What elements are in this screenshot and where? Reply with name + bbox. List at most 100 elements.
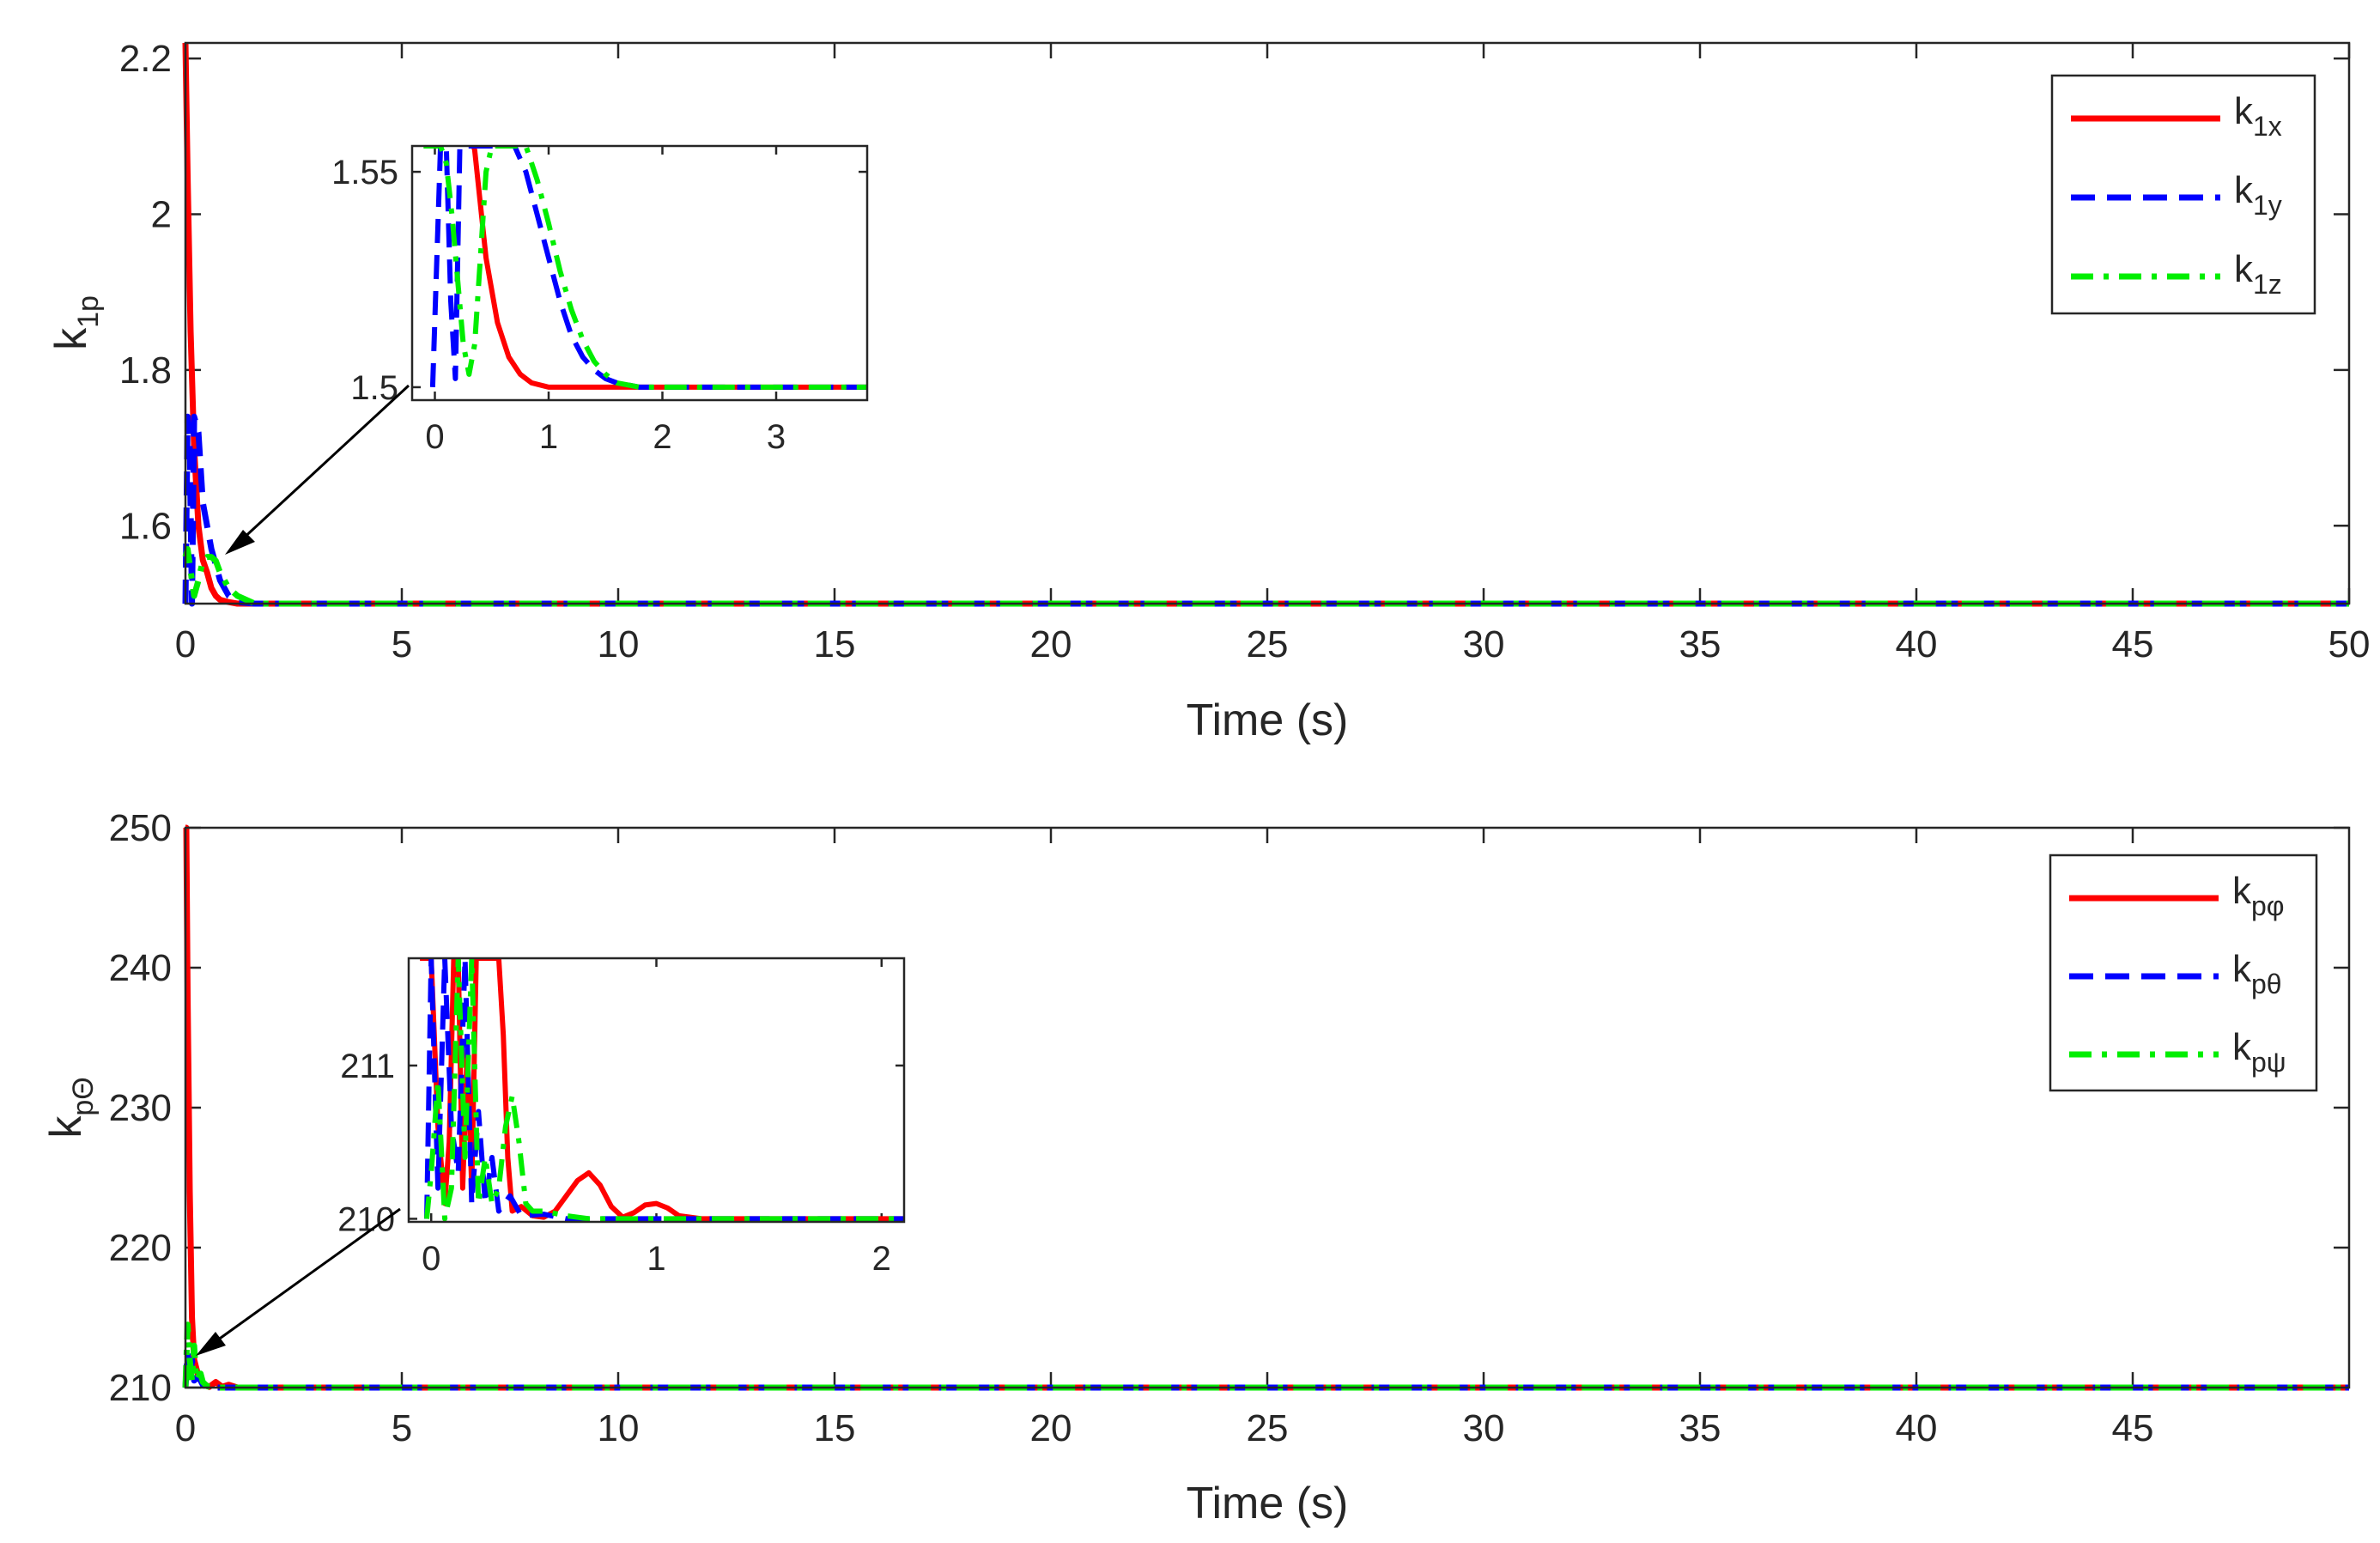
zoom-arrow-head bbox=[225, 530, 255, 555]
inset-x-tick-label: 1 bbox=[647, 1240, 665, 1278]
legend-item-k1z: k1z bbox=[2071, 248, 2282, 300]
inset-x-tick-label: 0 bbox=[425, 418, 444, 456]
legend-label: kpφ bbox=[2232, 870, 2285, 921]
x-tick-label: 45 bbox=[2112, 1407, 2154, 1449]
inset-series-line-k1x bbox=[466, 146, 867, 390]
legend-label: k1y bbox=[2234, 169, 2282, 221]
x-tick-label: 5 bbox=[392, 1407, 412, 1449]
legend-label-base: k bbox=[2234, 90, 2254, 132]
legend-item-kpθ: kpθ bbox=[2069, 948, 2282, 999]
inset-series-line-kpψ bbox=[424, 958, 904, 1222]
series-line-kpψ bbox=[182, 1321, 2349, 1391]
legend-label-sub: pφ bbox=[2251, 890, 2285, 921]
y-tick-label: 230 bbox=[109, 1087, 172, 1129]
chart-top: 0 5 10 15 20 25 30 35 40 45 501.61.822.2 Time (s) … bbox=[46, 38, 2370, 745]
x-tick-label: 0 bbox=[175, 623, 196, 665]
legend-label: kpθ bbox=[2232, 948, 2282, 999]
legend-label-base: k bbox=[2234, 169, 2254, 211]
x-axis-title: Time (s) bbox=[1187, 696, 1349, 745]
x-tick-label: 10 bbox=[598, 1407, 640, 1449]
x-axis-title: Time (s) bbox=[1187, 1479, 1349, 1528]
zoom-arrow bbox=[225, 384, 410, 555]
inset-x-tick-label: 1 bbox=[539, 418, 558, 456]
inset-x-tick-label: 3 bbox=[767, 418, 786, 456]
x-tick-label: 15 bbox=[814, 1407, 856, 1449]
inset-series-clip bbox=[420, 958, 904, 1222]
x-tick-label: 30 bbox=[1463, 1407, 1505, 1449]
y-tick-label: 1.8 bbox=[119, 349, 172, 392]
inset-series-clip bbox=[423, 146, 867, 390]
x-tick-label: 50 bbox=[2328, 623, 2371, 665]
inset-axes-box bbox=[407, 957, 906, 1224]
legend-label: k1x bbox=[2234, 90, 2282, 142]
inset-y-tick-label: 211 bbox=[340, 1048, 395, 1085]
inset-zoom: 0 1 2 31.51.55 bbox=[331, 144, 869, 456]
x-tick-label: 25 bbox=[1247, 623, 1289, 665]
x-tick-label: 30 bbox=[1463, 623, 1505, 665]
x-tick-label: 10 bbox=[598, 623, 640, 665]
inset-y-tick-label: 1.55 bbox=[331, 154, 398, 191]
y-axis-title: kpΘ bbox=[41, 1077, 100, 1138]
axis-ticks: 0 5 10 15 20 25 30 35 40 45 501.61.822.2 bbox=[119, 38, 2371, 665]
y-tick-label: 240 bbox=[109, 947, 172, 989]
y-tick-label: 220 bbox=[109, 1227, 172, 1269]
legend-item-k1y: k1y bbox=[2071, 169, 2282, 221]
legend-label: k1z bbox=[2234, 248, 2282, 300]
x-tick-label: 40 bbox=[1896, 1407, 1938, 1449]
legend-label-base: k bbox=[2232, 948, 2252, 990]
x-tick-label: 25 bbox=[1247, 1407, 1289, 1449]
legend-label-sub: 1z bbox=[2253, 269, 2282, 300]
inset-series-line-k1z bbox=[423, 146, 867, 390]
legend-label-sub: pθ bbox=[2251, 969, 2282, 999]
y-axis-title: k1p bbox=[46, 295, 105, 350]
legend-item-kpφ: kpφ bbox=[2069, 870, 2285, 921]
y-axis-title-sub: 1p bbox=[72, 295, 105, 328]
legend-label-base: k bbox=[2232, 1026, 2252, 1068]
inset-x-tick-label: 2 bbox=[653, 418, 671, 456]
inset-axes-box bbox=[410, 144, 869, 402]
y-axis-title-base: k bbox=[46, 327, 96, 350]
inset-x-tick-label: 0 bbox=[422, 1240, 440, 1278]
legend-label-sub: pψ bbox=[2251, 1047, 2286, 1078]
y-axis-title-base: k bbox=[41, 1115, 91, 1139]
legend-label-base: k bbox=[2232, 870, 2252, 912]
legend-item-kpψ: kpψ bbox=[2069, 1026, 2286, 1078]
inset-series-group bbox=[420, 958, 904, 1222]
y-tick-label: 2.2 bbox=[119, 38, 172, 80]
y-axis-title-sub: pΘ bbox=[67, 1077, 100, 1115]
y-tick-label: 1.6 bbox=[119, 505, 172, 547]
x-tick-label: 15 bbox=[814, 623, 856, 665]
legend-label-base: k bbox=[2234, 248, 2254, 290]
inset-series-line-kpφ bbox=[420, 958, 904, 1222]
x-tick-label: 35 bbox=[1679, 1407, 1721, 1449]
x-tick-label: 40 bbox=[1896, 623, 1938, 665]
legend-item-k1x: k1x bbox=[2071, 90, 2282, 142]
inset-series-line-kpθ bbox=[424, 958, 904, 1222]
inset-series-line-k1y bbox=[429, 146, 867, 390]
zoom-arrow-line bbox=[239, 384, 410, 543]
inset-series-group bbox=[423, 146, 867, 390]
zoom-arrow bbox=[196, 1207, 401, 1356]
legend-label-sub: 1y bbox=[2253, 190, 2282, 221]
x-tick-label: 20 bbox=[1030, 1407, 1072, 1449]
inset-axis-ticks: 0 1 2 31.51.55 bbox=[331, 146, 867, 456]
x-tick-label: 5 bbox=[392, 623, 412, 665]
legend-box bbox=[2049, 854, 2318, 1092]
x-tick-label: 0 bbox=[175, 1407, 196, 1449]
zoom-arrow-head bbox=[196, 1332, 226, 1356]
legend-label: kpψ bbox=[2232, 1026, 2286, 1078]
series-line-k1z bbox=[182, 546, 2349, 607]
y-tick-label: 2 bbox=[151, 194, 172, 236]
y-tick-label: 210 bbox=[109, 1367, 172, 1409]
zoom-arrow-line bbox=[210, 1207, 401, 1346]
axes-box bbox=[184, 41, 2351, 605]
inset-x-tick-label: 2 bbox=[872, 1240, 891, 1278]
y-tick-label: 250 bbox=[109, 807, 172, 849]
